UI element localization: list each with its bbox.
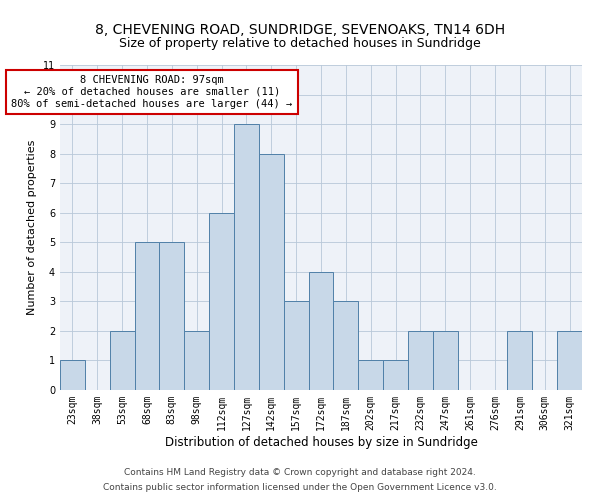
Text: Contains public sector information licensed under the Open Government Licence v3: Contains public sector information licen… (103, 483, 497, 492)
Bar (284, 302, 308, 390)
Bar (209, 212, 234, 390)
Bar (358, 360, 383, 390)
Bar (184, 331, 209, 390)
Bar (334, 302, 358, 390)
Bar (134, 242, 160, 390)
Bar (234, 124, 259, 390)
Text: 8, CHEVENING ROAD, SUNDRIDGE, SEVENOAKS, TN14 6DH: 8, CHEVENING ROAD, SUNDRIDGE, SEVENOAKS,… (95, 22, 505, 36)
Bar (160, 242, 184, 390)
Bar (110, 331, 134, 390)
Bar (60, 360, 85, 390)
Text: 8 CHEVENING ROAD: 97sqm
← 20% of detached houses are smaller (11)
80% of semi-de: 8 CHEVENING ROAD: 97sqm ← 20% of detache… (11, 76, 293, 108)
Bar (383, 360, 408, 390)
Bar (557, 331, 582, 390)
Y-axis label: Number of detached properties: Number of detached properties (28, 140, 37, 315)
Bar (408, 331, 433, 390)
Text: Size of property relative to detached houses in Sundridge: Size of property relative to detached ho… (119, 38, 481, 51)
Bar (508, 331, 532, 390)
Text: Contains HM Land Registry data © Crown copyright and database right 2024.: Contains HM Land Registry data © Crown c… (124, 468, 476, 477)
Text: Distribution of detached houses by size in Sundridge: Distribution of detached houses by size … (164, 436, 478, 449)
Bar (259, 154, 284, 390)
Bar (433, 331, 458, 390)
Bar (308, 272, 334, 390)
